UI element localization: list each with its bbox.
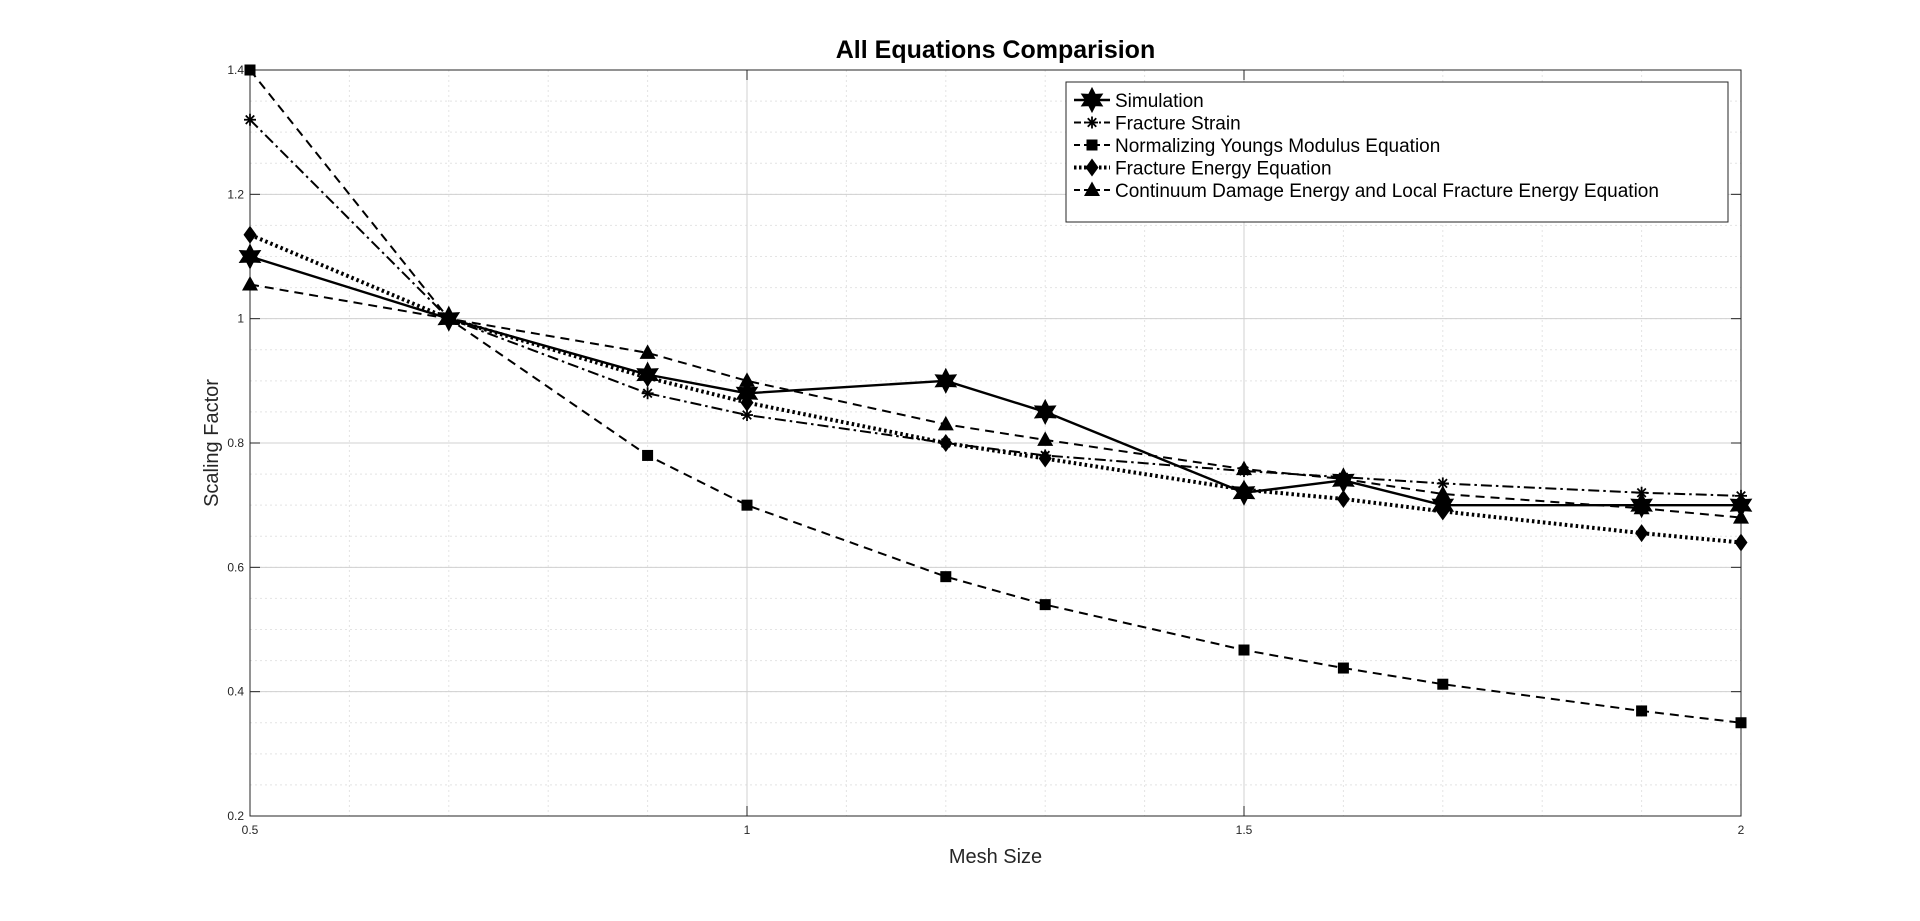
data-point <box>642 449 654 461</box>
data-point <box>243 225 257 244</box>
axis-ticks: 0.5 1 1.5 2 0.2 0.4 0.6 0.8 1 1.2 1.4 <box>227 63 1744 837</box>
data-point <box>1039 599 1051 611</box>
data-point <box>939 434 953 452</box>
x-axis-label: Mesh Size <box>949 846 1042 868</box>
data-point <box>1038 449 1052 468</box>
series-line <box>249 283 1742 519</box>
data-point <box>1237 480 1251 499</box>
x-tick-label: 2 <box>1738 823 1745 837</box>
legend-entry: Fracture Strain <box>1074 114 1241 135</box>
data-point <box>641 368 655 387</box>
y-tick-label: 1.4 <box>227 63 244 77</box>
y-axis-label: Scaling Factor <box>201 379 223 507</box>
data-point <box>238 243 262 270</box>
series-4 <box>243 225 1748 552</box>
data-point <box>1336 489 1350 508</box>
data-point <box>741 409 753 422</box>
data-point <box>1735 717 1747 729</box>
data-point <box>1238 644 1250 656</box>
data-point <box>641 387 654 400</box>
series-line <box>249 119 1742 497</box>
data-point <box>244 113 256 126</box>
legend-label: Normalizing Youngs Modulus Equation <box>1115 136 1440 157</box>
data-point <box>1434 485 1451 500</box>
legend-label: Fracture Strain <box>1115 114 1241 135</box>
x-tick-label: 1.5 <box>1236 823 1253 837</box>
data-point <box>242 275 258 291</box>
legend-entry: Fracture Energy Equation <box>1074 158 1332 180</box>
legend-label: Simulation <box>1115 91 1204 112</box>
series-line <box>249 232 1742 545</box>
data-point <box>1337 662 1349 674</box>
data-point <box>937 415 954 431</box>
data-point <box>1636 705 1648 717</box>
data-point <box>1734 533 1748 552</box>
data-point <box>1437 678 1449 690</box>
data-point <box>440 310 457 325</box>
legend-label: Fracture Energy Equation <box>1115 159 1332 180</box>
data-point <box>639 344 656 359</box>
data-point <box>740 393 754 412</box>
data-point <box>1633 499 1650 515</box>
series <box>238 64 1753 729</box>
x-tick-label: 1 <box>744 823 751 837</box>
legend-entry: Normalizing Youngs Modulus Equation <box>1074 136 1440 157</box>
chart-title: All Equations Comparision <box>836 36 1155 64</box>
data-point <box>1236 460 1252 476</box>
series-line <box>249 69 1742 724</box>
data-point <box>739 372 755 387</box>
data-point <box>1735 489 1747 502</box>
data-point <box>940 571 952 583</box>
y-tick-label: 0.4 <box>227 685 244 699</box>
x-tick-label: 0.5 <box>242 823 259 837</box>
y-tick-label: 1 <box>237 312 244 326</box>
legend-entry: Continuum Damage Energy and Local Fractu… <box>1074 181 1659 202</box>
data-point <box>1033 398 1057 426</box>
legend-label: Continuum Damage Energy and Local Fractu… <box>1115 181 1659 202</box>
legend-marker <box>1085 158 1099 177</box>
y-tick-label: 1.2 <box>227 187 244 201</box>
legend-marker <box>1080 86 1104 114</box>
data-point <box>741 499 753 511</box>
data-point <box>1335 470 1352 486</box>
data-point <box>1635 524 1649 543</box>
legend-marker <box>1086 116 1098 129</box>
y-tick-label: 0.6 <box>227 560 244 574</box>
legend-entry: Simulation <box>1074 86 1204 114</box>
data-point <box>934 367 958 394</box>
data-point <box>1037 431 1054 446</box>
y-tick-label: 0.2 <box>227 809 244 823</box>
data-point <box>244 64 256 76</box>
y-tick-label: 0.8 <box>227 436 244 450</box>
data-point <box>1733 509 1749 524</box>
legend-box <box>1065 81 1729 223</box>
series-5 <box>242 275 1749 524</box>
data-point <box>1635 486 1648 499</box>
data-point <box>1436 502 1450 521</box>
legend-marker <box>1086 139 1098 151</box>
legend-marker <box>1084 181 1100 196</box>
